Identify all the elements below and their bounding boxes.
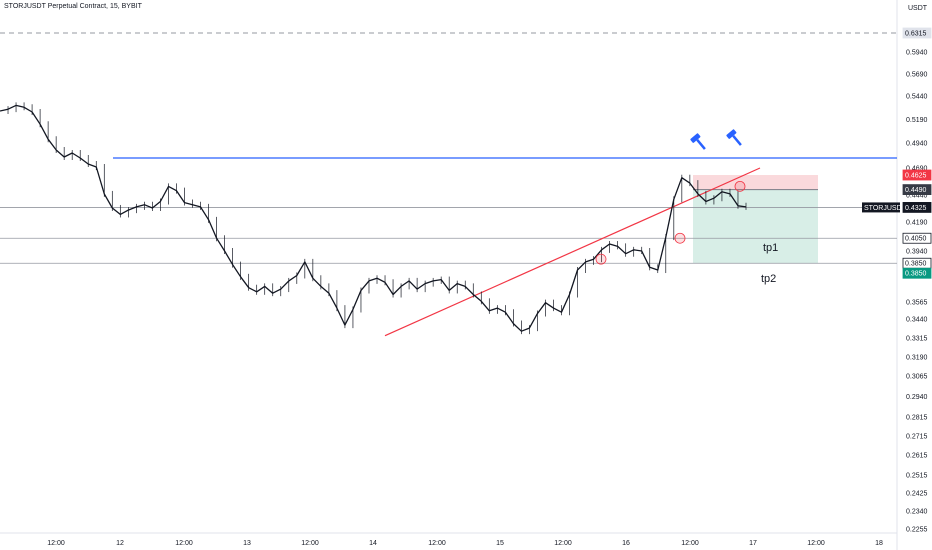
- hammer-icon: [690, 133, 706, 150]
- y-tick-label: 0.3440: [906, 317, 928, 324]
- touch-circle-marker: [734, 180, 746, 192]
- tag-stop-label: 0.4625: [905, 173, 927, 180]
- hammer-handle: [696, 139, 706, 150]
- y-tick-label: 0.3565: [906, 300, 928, 307]
- tag-entry-label: 0.4490: [905, 187, 927, 194]
- y-tick-label: 0.5440: [906, 94, 928, 101]
- tag-level-3850-label: 0.3850: [905, 261, 927, 268]
- x-tick-label: 12:00: [175, 540, 193, 547]
- x-tick-label: 12:00: [554, 540, 572, 547]
- price-tags: 0.6315 0.4625 0.4490 STORJUSDT 0.4325 0.4050 0…: [862, 27, 932, 279]
- y-tick-label: 0.2940: [906, 394, 928, 401]
- x-tick-label: 12:00: [47, 540, 65, 547]
- touch-circle-marker: [595, 253, 607, 265]
- annotation-tp1: tp1: [763, 242, 778, 254]
- price-series-layer: [0, 102, 747, 335]
- tag-stop-bg: [902, 169, 932, 181]
- y-tick-label: 0.4690: [906, 166, 928, 173]
- x-tick-label: 12:00: [301, 540, 319, 547]
- trendline-layer: [384, 167, 761, 337]
- price-line: [0, 104, 747, 332]
- x-tick-label: 17: [749, 540, 757, 547]
- x-tick-label: 12:00: [428, 540, 446, 547]
- y-tick-label: 0.4940: [906, 141, 928, 148]
- chart-title: STORJUSDT Perpetual Contract, 15, BYBIT: [4, 3, 142, 10]
- tag-target-bg: [902, 267, 932, 279]
- y-tick-label: 0.2255: [906, 527, 928, 534]
- annotation-tp2: tp2: [761, 273, 776, 285]
- x-tick-label: 12:00: [807, 540, 825, 547]
- y-tick-label: 0.5190: [906, 117, 928, 124]
- symbol-tag-label: STORJUSDT: [864, 205, 907, 212]
- y-tick-label: 0.5690: [906, 72, 928, 79]
- y-tick-label: 0.3940: [906, 249, 928, 256]
- hammer-handle: [732, 135, 742, 146]
- marker-layer: tp1 tp2: [595, 129, 778, 285]
- x-tick-label: 12: [116, 540, 124, 547]
- x-tick-label: 13: [243, 540, 251, 547]
- time-axis[interactable]: 12:00 12 12:00 13 12:00 14 12:00 15 12:00 16 12:00…: [47, 540, 883, 547]
- x-tick-label: 14: [369, 540, 377, 547]
- y-tick-label: 0.3190: [906, 355, 928, 362]
- hammer-head: [726, 129, 737, 139]
- horizontal-levels: [0, 32, 897, 264]
- y-tick-label: 0.4440: [906, 193, 928, 200]
- tag-target-label: 0.3850: [905, 271, 927, 278]
- y-tick-label: 0.4190: [906, 220, 928, 227]
- y-tick-label: 0.5940: [906, 50, 928, 57]
- tag-high-label: 0.6315: [905, 31, 927, 38]
- tag-entry-bg: [902, 184, 932, 196]
- y-tick-label: 0.3065: [906, 374, 928, 381]
- y-tick-label: 0.2340: [906, 509, 928, 516]
- tag-level-4050-label: 0.4050: [905, 236, 927, 243]
- y-tick-label: 0.2425: [906, 491, 928, 498]
- x-tick-label: 15: [496, 540, 504, 547]
- tag-level-4050-bg: [902, 232, 932, 244]
- touch-circle-marker: [674, 232, 686, 244]
- price-axis[interactable]: 0.5940 0.5690 0.5440 0.5190 0.4940 0.4690 0.44…: [906, 5, 928, 534]
- position-zones: [693, 175, 818, 264]
- tag-last-price-bg: [902, 202, 932, 213]
- currency-label: USDT: [908, 5, 928, 12]
- y-tick-label: 0.2515: [906, 473, 928, 480]
- x-tick-label: 12:00: [681, 540, 699, 547]
- tag-last-price-label: 0.4325: [905, 205, 927, 212]
- y-tick-label: 0.2715: [906, 434, 928, 441]
- support-trendline: [384, 167, 761, 337]
- tag-high-bg: [902, 27, 932, 39]
- x-tick-label: 18: [875, 540, 883, 547]
- grid-layer: [0, 0, 898, 550]
- y-tick-label: 0.3315: [906, 336, 928, 343]
- take-profit-zone: [693, 189, 818, 264]
- symbol-tag-bg: [862, 202, 900, 213]
- x-tick-label: 16: [622, 540, 630, 547]
- stop-loss-zone: [693, 175, 818, 190]
- y-tick-label: 0.2815: [906, 415, 928, 422]
- y-tick-label: 0.2615: [906, 453, 928, 460]
- hammer-icon: [726, 129, 742, 146]
- hammer-head: [690, 133, 701, 143]
